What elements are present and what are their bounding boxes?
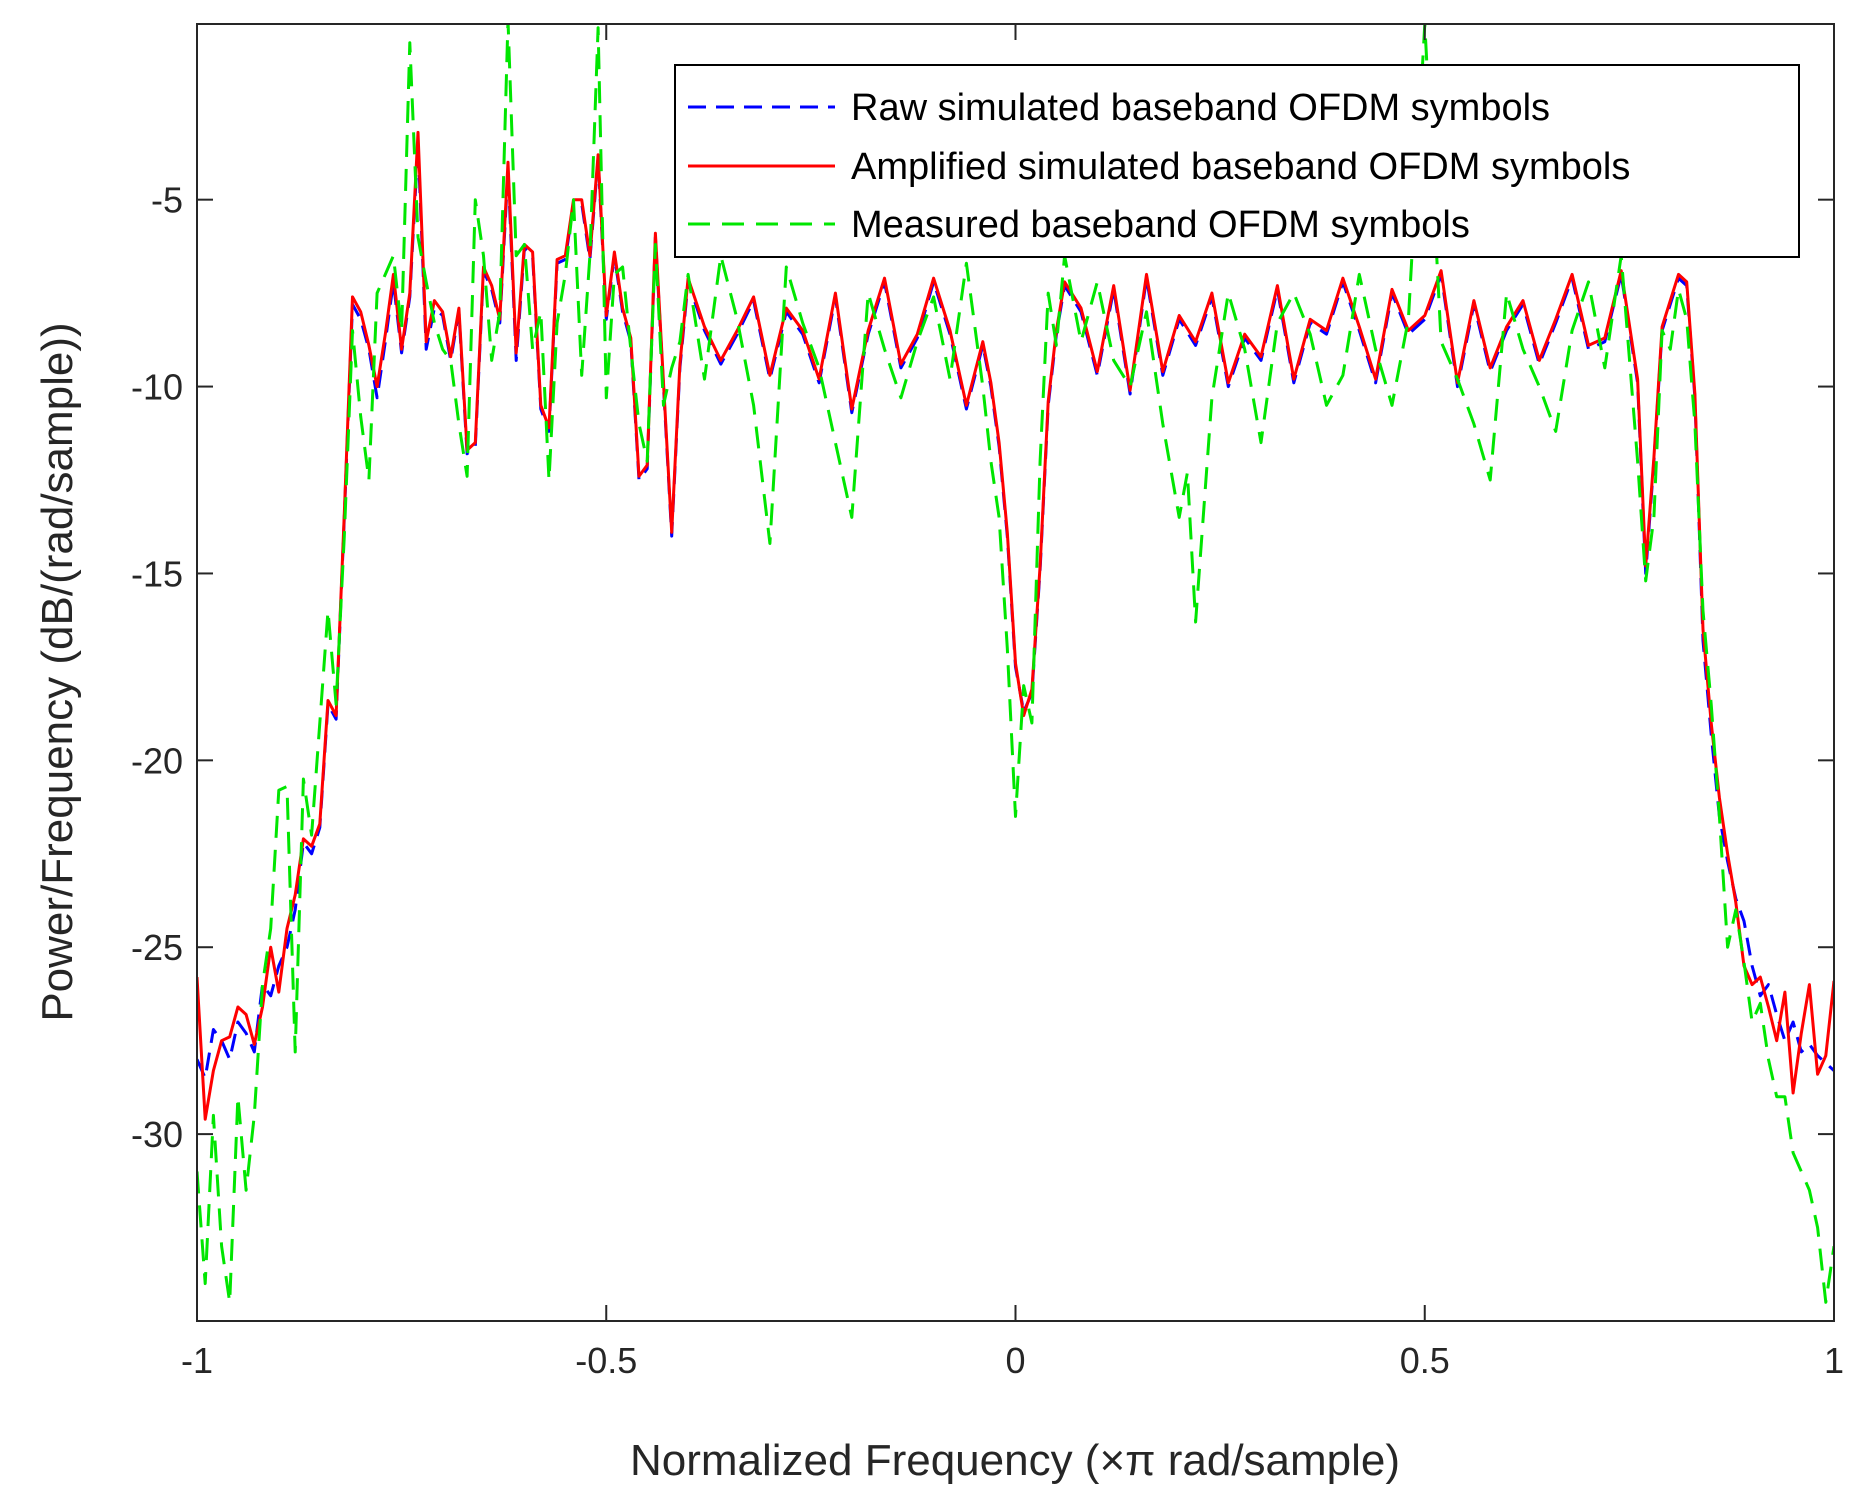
- y-tick-label: -10: [131, 367, 183, 408]
- y-axis: -30 -25 -20 -15 -10 -5: [131, 180, 1834, 1155]
- legend-label-2: Measured baseband OFDM symbols: [851, 204, 1470, 246]
- legend-label-0: Raw simulated baseband OFDM symbols: [851, 87, 1550, 129]
- x-axis: -1 -0.5 0 0.5 1: [181, 24, 1844, 1381]
- x-tick-label: -1: [181, 1340, 213, 1381]
- y-tick-label: -5: [151, 180, 183, 221]
- series-line-1: [197, 130, 1834, 1121]
- legend-label-1: Amplified simulated baseband OFDM symbol…: [851, 146, 1630, 188]
- x-tick-label: -0.5: [575, 1340, 637, 1381]
- x-axis-label: Normalized Frequency (×π rad/sample): [630, 1436, 1400, 1485]
- series-line-2: [197, 24, 1834, 1304]
- x-tick-label: 0.5: [1400, 1340, 1450, 1381]
- y-tick-label: -25: [131, 927, 183, 968]
- legend-box: [674, 64, 1800, 258]
- y-tick-label: -20: [131, 740, 183, 781]
- y-tick-label: -15: [131, 553, 183, 594]
- x-tick-label: 0: [1005, 1340, 1025, 1381]
- legend: Raw simulated baseband OFDM symbols Ampli…: [674, 64, 1800, 258]
- y-axis-label: Power/Frequency (dB/(rad/sample)): [33, 322, 82, 1021]
- y-tick-label: -30: [131, 1114, 183, 1155]
- x-tick-label: 1: [1824, 1340, 1844, 1381]
- series-layer: [197, 24, 1834, 1304]
